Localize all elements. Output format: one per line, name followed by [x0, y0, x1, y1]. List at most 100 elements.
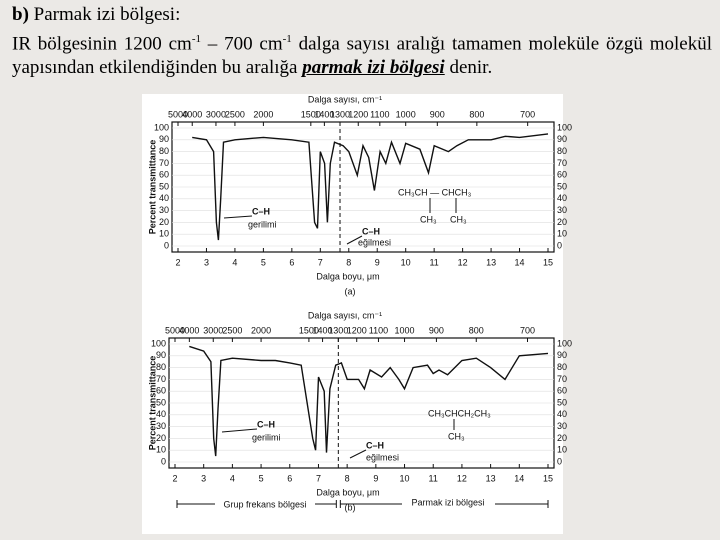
x2-tick-label: 900: [430, 109, 445, 119]
x-tick-label: 3: [204, 257, 209, 267]
x-tick-label: 3: [201, 473, 206, 483]
x2-tick-label: 1400: [314, 109, 334, 119]
pointer: [221, 428, 258, 433]
y-tick-label: 50: [159, 181, 169, 191]
y-tick-label: 100: [154, 122, 169, 132]
y-tick-label: 90: [156, 350, 166, 360]
y-tick-label: 40: [156, 409, 166, 419]
x2-tick-label: 1200: [348, 109, 368, 119]
y-tick-label: 80: [557, 362, 567, 372]
y-tick-label: 10: [557, 229, 567, 239]
x2-tick-label: 4000: [182, 109, 202, 119]
y-tick-label: 40: [557, 409, 567, 419]
x2-tick-label: 2500: [222, 325, 242, 335]
x2-tick-label: 3000: [203, 325, 223, 335]
annotation: C–H: [366, 440, 384, 450]
body: -1: [191, 33, 201, 45]
annotation: C–H: [257, 419, 275, 429]
x-tick-label: 6: [287, 473, 292, 483]
x2-tick-label: 2000: [251, 325, 271, 335]
y-tick-label: 60: [156, 386, 166, 396]
x2-tick-label: 900: [429, 325, 444, 335]
x2-tick-label: 800: [469, 109, 484, 119]
x-tick-label: 4: [232, 257, 237, 267]
x-tick-label: 10: [400, 473, 410, 483]
x2-tick-label: 700: [520, 109, 535, 119]
slide-text: b) Parmak izi bölgesi: IR bölgesinin 120…: [12, 3, 712, 80]
y-tick-label: 10: [156, 445, 166, 455]
x2-tick-label: 1500: [301, 109, 321, 119]
y-tick-label: 50: [156, 397, 166, 407]
y-tick-label: 20: [159, 217, 169, 227]
y-tick-label: 0: [557, 456, 562, 466]
annotation: gerilimi: [252, 432, 281, 442]
x-tick-label: 15: [543, 257, 553, 267]
annotation: C–H: [252, 206, 270, 216]
x-tick-label: 8: [345, 473, 350, 483]
y-tick-label: 0: [557, 240, 562, 250]
body: -1: [282, 33, 292, 45]
annotation: eğilmesi: [366, 452, 399, 462]
y-tick-label: 90: [159, 134, 169, 144]
figure-bg: [142, 94, 563, 534]
y-tick-label: 100: [557, 338, 572, 348]
y-tick-label: 40: [159, 193, 169, 203]
y-tick-label: 90: [557, 134, 567, 144]
body: – 700 cm: [200, 33, 283, 55]
y-tick-label: 80: [557, 146, 567, 156]
x-tick-label: 12: [458, 257, 468, 267]
x-tick-label: 8: [346, 257, 351, 267]
x2-axis-title: Dalga sayısı, cm⁻¹: [308, 310, 382, 320]
y-tick-label: 70: [557, 374, 567, 384]
panel-label: (a): [345, 286, 356, 296]
x2-tick-label: 1100: [369, 325, 388, 335]
region-label: Grup frekans bölgesi: [223, 499, 306, 509]
x-tick-label: 15: [543, 473, 553, 483]
x2-tick-label: 700: [520, 325, 535, 335]
y-tick-label: 70: [159, 158, 169, 168]
pointer: [346, 235, 363, 245]
annotation: CH₃: [450, 214, 467, 224]
panel-label: (b): [345, 502, 356, 512]
region-label: Parmak izi bölgesi: [411, 497, 484, 507]
heading: Parmak izi bölgesi:: [33, 4, 181, 25]
y-tick-label: 70: [557, 158, 567, 168]
spectrum-line: [192, 133, 549, 241]
x-tick-label: 13: [486, 473, 496, 483]
x2-tick-label: 1400: [313, 325, 333, 335]
x2-tick-label: 2500: [225, 109, 245, 119]
annotation: gerilimi: [248, 219, 277, 229]
y-tick-label: 70: [156, 374, 166, 384]
y-tick-label: 30: [557, 205, 567, 215]
x-tick-label: 13: [486, 257, 496, 267]
y-tick-label: 80: [159, 146, 169, 156]
y-tick-label: 60: [159, 170, 169, 180]
x2-axis-title: Dalga sayısı, cm⁻¹: [308, 94, 382, 104]
y-tick-label: 20: [557, 433, 567, 443]
annotation: CH₃: [420, 214, 437, 224]
x-tick-label: 5: [259, 473, 264, 483]
y-tick-label: 20: [557, 217, 567, 227]
annotation: eğilmesi: [358, 237, 391, 247]
pointer: [349, 449, 367, 459]
x2-tick-label: 2000: [253, 109, 273, 119]
x2-tick-label: 1000: [396, 109, 416, 119]
x2-tick-label: 1300: [330, 109, 350, 119]
x2-tick-label: 5000: [165, 325, 185, 335]
x2-tick-label: 5000: [168, 109, 188, 119]
x-tick-label: 7: [318, 257, 323, 267]
emphasis: parmak izi bölgesi: [302, 57, 445, 79]
x-axis-title: Dalga boyu, μm: [316, 487, 379, 497]
x-tick-label: 9: [375, 257, 380, 267]
x2-tick-label: 1100: [370, 109, 389, 119]
y-tick-label: 0: [164, 240, 169, 250]
x2-tick-label: 800: [469, 325, 484, 335]
x2-tick-label: 4000: [179, 325, 199, 335]
x2-tick-label: 3000: [206, 109, 226, 119]
x-tick-label: 14: [515, 257, 525, 267]
x-tick-label: 14: [514, 473, 524, 483]
annotation: C–H: [362, 226, 380, 236]
x-tick-label: 10: [401, 257, 411, 267]
y-tick-label: 40: [557, 193, 567, 203]
